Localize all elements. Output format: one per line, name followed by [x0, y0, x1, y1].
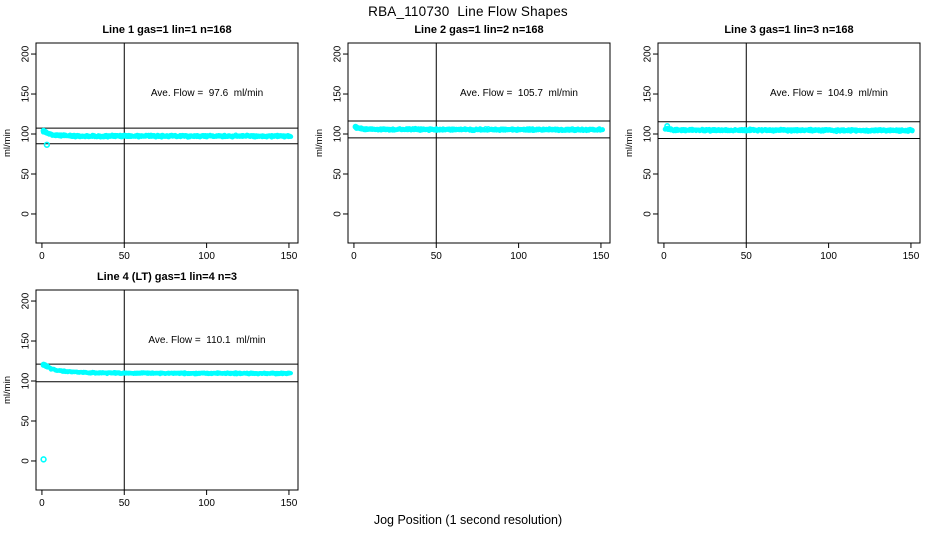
panel-2-plot: 0 50 100 150 200 0 50 100 150 ml/min — [314, 42, 611, 262]
y-axis-label: ml/min — [314, 129, 325, 157]
y-tick-label: 200 — [21, 292, 32, 309]
y-axis-label: ml/min — [2, 376, 13, 404]
x-tick-label: 50 — [119, 251, 131, 262]
y-tick-label: 50 — [333, 168, 344, 180]
y-tick-label: 50 — [21, 168, 32, 180]
y-axis-label: ml/min — [2, 129, 13, 157]
y-tick-label: 200 — [333, 45, 344, 62]
scatter-points — [40, 129, 294, 140]
y-tick-label: 100 — [21, 372, 32, 389]
y-tick-label: 0 — [333, 211, 344, 217]
x-tick-label: 150 — [593, 251, 610, 262]
y-tick-label: 200 — [643, 45, 654, 62]
x-tick-label: 50 — [741, 251, 753, 262]
scatter-points — [40, 362, 293, 377]
panel-1-plot: 0 50 100 150 200 0 50 100 150 ml/min — [2, 42, 299, 262]
panel-4-title: Line 4 (LT) gas=1 lin=4 n=3 — [96, 271, 238, 283]
x-tick-label: 100 — [198, 251, 215, 262]
plot-box — [657, 42, 921, 244]
x-axis-label: Jog Position (1 second resolution) — [373, 513, 563, 527]
plot-box — [35, 289, 299, 491]
lead-point — [664, 123, 671, 130]
y-tick-label: 100 — [21, 125, 32, 142]
y-tick-label: 0 — [21, 211, 32, 217]
x-tick-label: 0 — [39, 251, 45, 262]
panel-2-ave-flow-annotation: Ave. Flow = 105.7 ml/min — [460, 88, 578, 99]
lead-point — [42, 129, 49, 136]
y-tick-label: 0 — [21, 458, 32, 464]
plot-box — [35, 42, 299, 244]
x-tick-label: 100 — [510, 251, 527, 262]
x-tick-label: 100 — [820, 251, 837, 262]
main-title: RBA_110730 Line Flow Shapes — [368, 4, 568, 19]
x-tick-label: 150 — [903, 251, 920, 262]
y-tick-label: 50 — [21, 415, 32, 427]
panel-1-title: Line 1 gas=1 lin=1 n=168 — [102, 24, 232, 36]
y-tick-label: 150 — [333, 85, 344, 102]
panel-4-ave-flow-annotation: Ave. Flow = 110.1 ml/min — [148, 335, 266, 346]
y-tick-label: 150 — [21, 85, 32, 102]
y-tick-label: 150 — [21, 332, 32, 349]
plot-box — [347, 42, 611, 244]
panel-3-plot: 0 50 100 150 200 0 50 100 150 ml/min — [624, 42, 921, 262]
y-axis-label: ml/min — [624, 129, 635, 157]
x-tick-label: 0 — [39, 498, 45, 509]
outlier-point — [40, 456, 47, 463]
lead-point — [353, 124, 360, 131]
y-tick-label: 100 — [333, 125, 344, 142]
x-tick-label: 50 — [431, 251, 443, 262]
panel-2-title: Line 2 gas=1 lin=2 n=168 — [414, 24, 544, 36]
panel-1-ave-flow-annotation: Ave. Flow = 97.6 ml/min — [150, 88, 264, 99]
x-tick-label: 150 — [281, 498, 298, 509]
scatter-points — [662, 125, 915, 135]
y-tick-label: 50 — [643, 168, 654, 180]
y-tick-label: 200 — [21, 45, 32, 62]
x-tick-label: 150 — [281, 251, 298, 262]
y-tick-label: 100 — [643, 125, 654, 142]
x-tick-label: 0 — [351, 251, 357, 262]
scatter-points — [353, 125, 606, 134]
panel-4-plot: 0 50 100 150 200 0 50 100 150 ml/min — [2, 289, 299, 509]
x-tick-label: 100 — [198, 498, 215, 509]
lead-point — [44, 363, 51, 370]
panel-3-ave-flow-annotation: Ave. Flow = 104.9 ml/min — [770, 88, 888, 99]
outlier-point — [43, 141, 51, 148]
y-tick-label: 150 — [643, 85, 654, 102]
y-tick-label: 0 — [643, 211, 654, 217]
x-tick-label: 0 — [661, 251, 667, 262]
x-tick-label: 50 — [119, 498, 131, 509]
panel-3-title: Line 3 gas=1 lin=3 n=168 — [724, 24, 854, 36]
